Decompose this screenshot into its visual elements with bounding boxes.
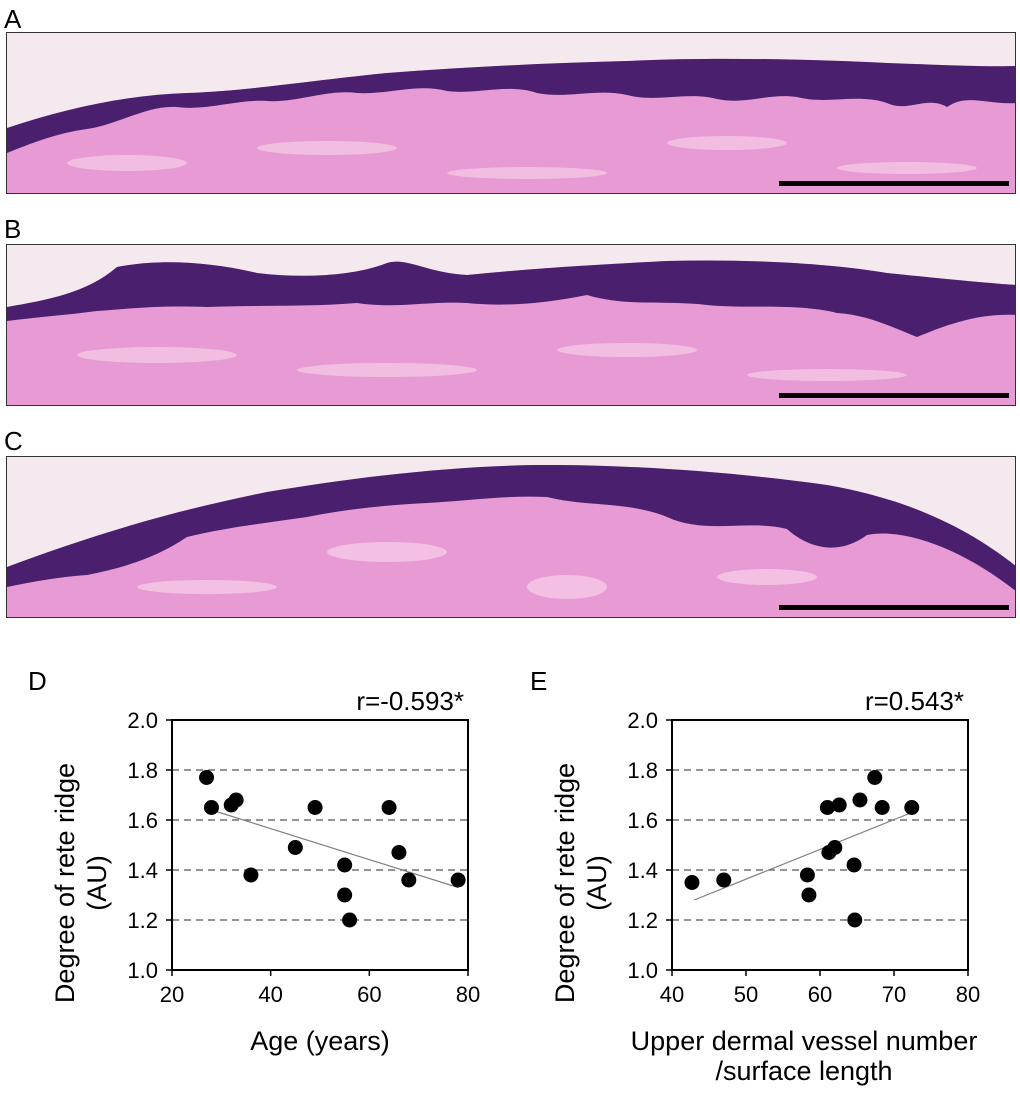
micrograph-a-image [7,33,1015,193]
y-tick-label-d-5: 2.0 [127,708,158,733]
data-point-e-6 [827,840,843,855]
data-point-e-13 [904,800,920,815]
y-axis-label-d-1: (AU) [82,855,112,911]
data-point-e-7 [831,797,847,813]
y-axis-label-e-1: (AU) [582,855,612,911]
panel-letter-b: B [4,214,22,244]
y-tick-label-e-1: 1.2 [627,908,658,933]
y-tick-label-d-3: 1.6 [127,808,158,833]
data-point-d-10 [381,800,397,815]
panel-letter-a: A [4,4,22,34]
plot-frame-d [171,719,469,971]
trend-line-e [693,811,912,901]
y-axis-label-d-0: Degree of rete ridge [50,763,80,1003]
micrograph-b [6,244,1016,406]
micrograph-a [6,32,1016,194]
data-point-d-9 [342,912,358,928]
x-tick-label-e-4: 80 [956,982,980,1007]
micrograph-b-image [7,245,1015,405]
trend-line-d [211,809,459,889]
y-tick-label-e-5: 2.0 [627,708,658,733]
x-axis-label-d-0: Age (years) [250,1026,390,1056]
x-tick-label-d-3: 80 [456,982,480,1007]
panel-letter-e: E [530,666,547,696]
data-point-d-11 [391,845,407,860]
data-point-d-12 [401,872,417,888]
y-tick-label-d-4: 1.8 [127,758,158,783]
y-axis-label-e-0: Degree of rete ridge [550,763,580,1003]
x-tick-label-d-0: 20 [160,982,184,1007]
data-point-d-7 [337,857,353,873]
correlation-label-e: r=0.543* [865,686,964,716]
x-axis-label-e-0: Upper dermal vessel number [631,1026,978,1056]
x-tick-label-d-1: 40 [258,982,282,1007]
y-tick-label-e-2: 1.4 [627,858,658,883]
data-point-d-6 [307,800,323,815]
data-point-d-0 [199,770,215,785]
y-tick-label-e-0: 1.0 [627,958,658,983]
y-tick-label-e-3: 1.6 [627,808,658,833]
data-point-e-0 [684,875,700,890]
data-point-d-1 [203,800,219,815]
panel-letter-d: D [28,666,47,696]
y-tick-label-e-4: 1.8 [627,758,658,783]
x-tick-label-d-2: 60 [357,982,381,1007]
y-tick-label-d-2: 1.4 [127,858,158,883]
x-tick-label-e-2: 60 [808,982,832,1007]
data-point-e-12 [874,800,890,815]
data-point-e-4 [819,800,835,815]
plot-frame-e [671,719,969,971]
x-tick-label-e-3: 70 [882,982,906,1007]
data-point-d-8 [337,887,353,903]
data-point-e-3 [801,887,817,903]
data-point-e-2 [799,867,815,883]
x-tick-label-e-0: 40 [660,982,684,1007]
x-axis-label-e-1: /surface length [715,1056,892,1086]
data-point-e-11 [867,770,883,785]
data-point-d-5 [287,840,303,855]
data-point-d-4 [243,867,259,883]
y-tick-label-d-0: 1.0 [127,958,158,983]
data-point-e-8 [846,857,862,873]
micrograph-c [6,456,1016,618]
micrograph-c-image [7,457,1015,617]
data-point-d-13 [450,872,466,888]
data-point-e-1 [716,872,732,888]
data-point-e-9 [847,912,863,928]
panel-letter-c: C [4,426,23,456]
data-point-e-10 [852,792,868,808]
x-tick-label-e-1: 50 [734,982,758,1007]
y-tick-label-d-1: 1.2 [127,908,158,933]
correlation-label-d: r=-0.593* [356,686,464,716]
data-point-d-3 [228,792,244,808]
